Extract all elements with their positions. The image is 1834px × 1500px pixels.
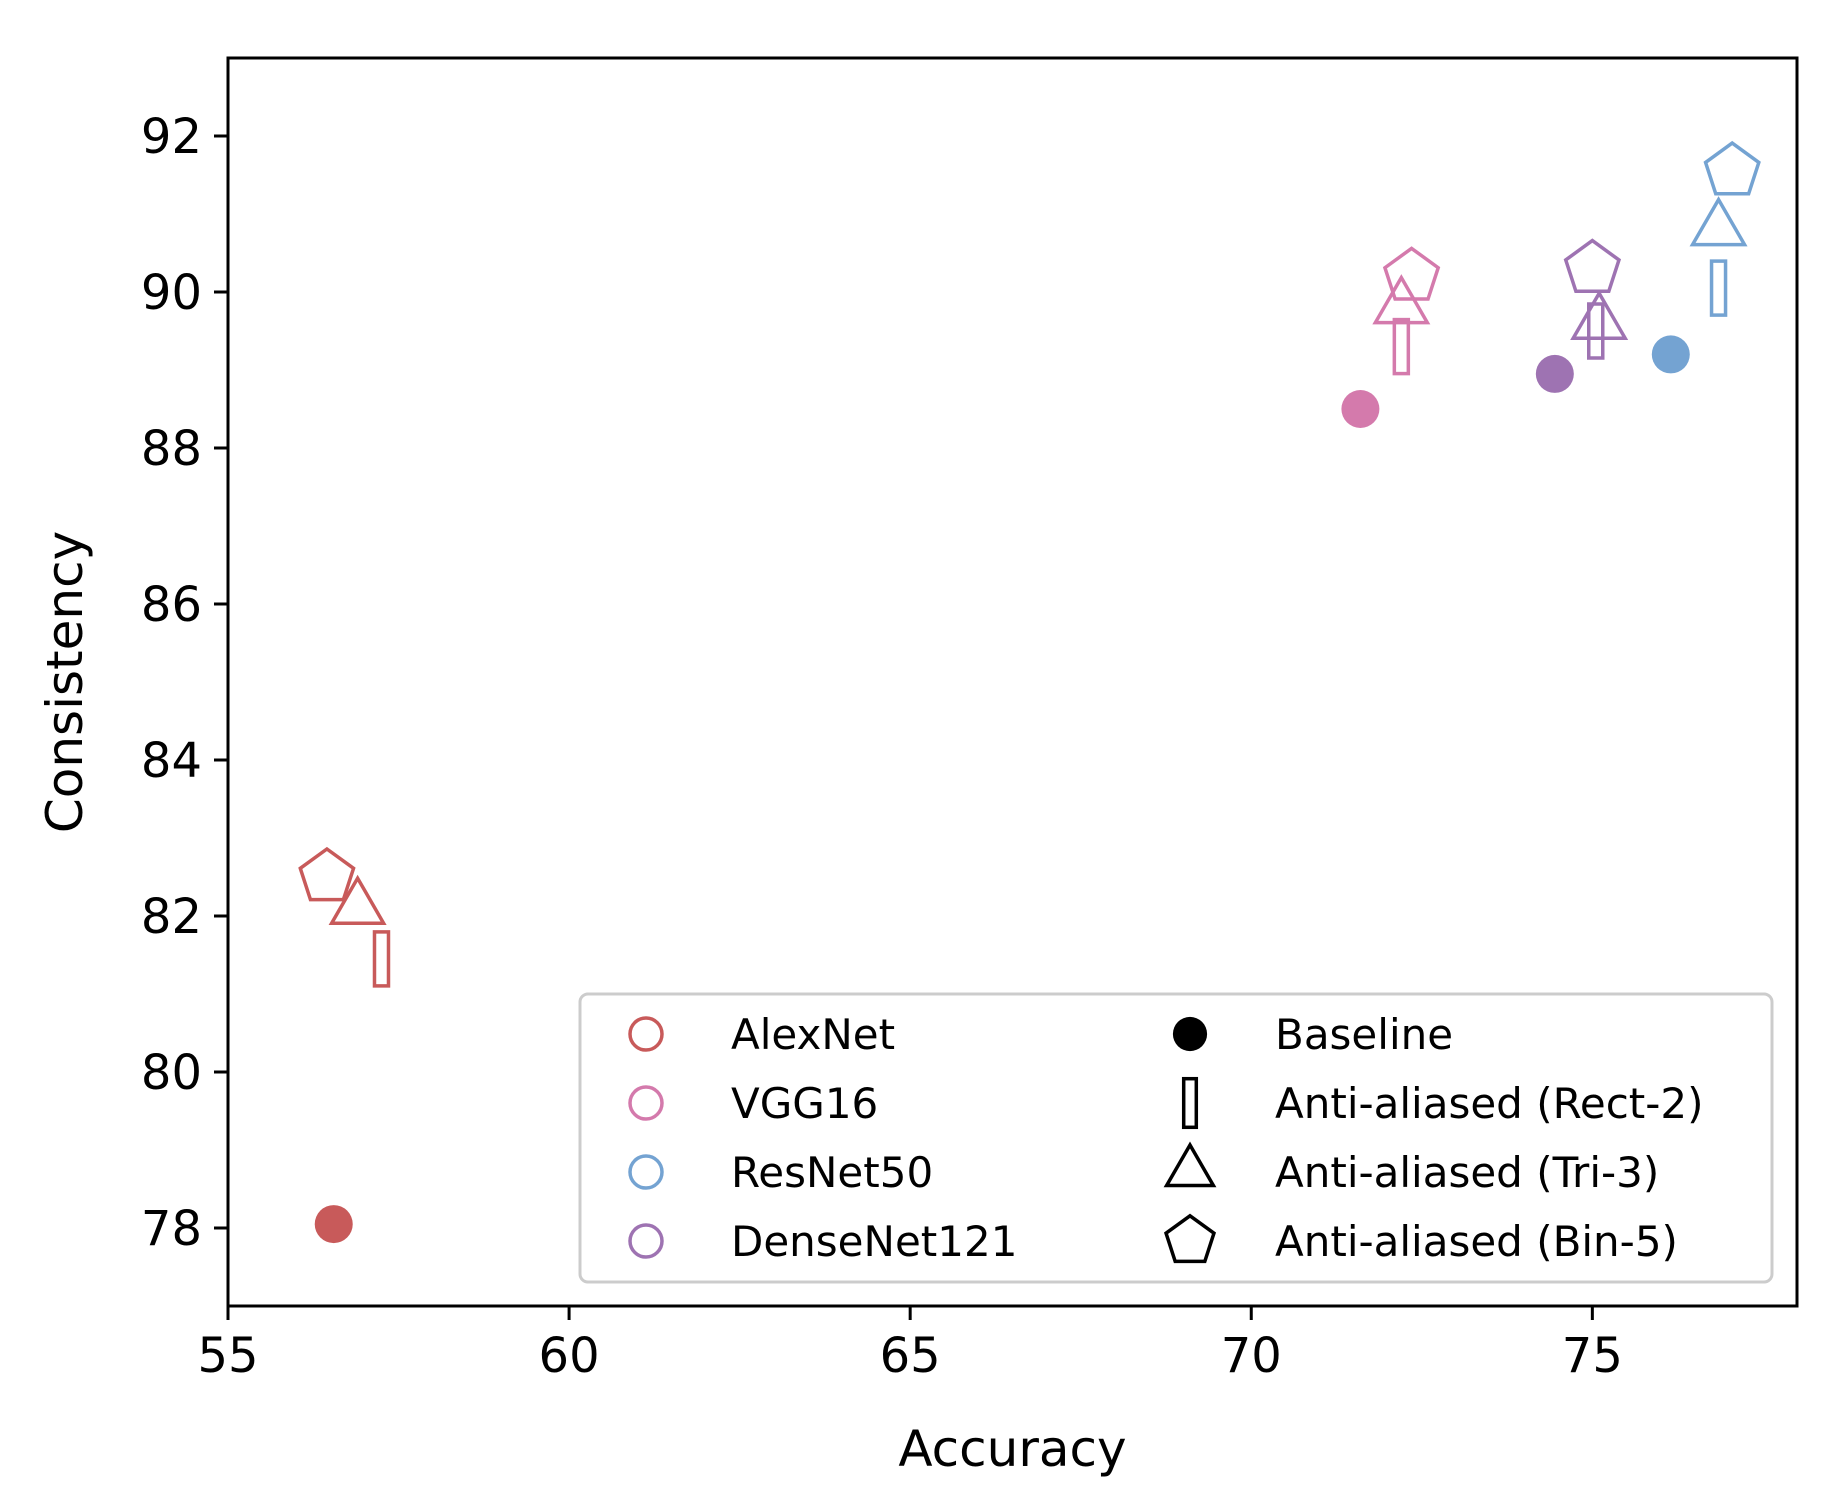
x-tick-label: 55 [197, 1328, 258, 1384]
point-densenet121-anti-aliased-tri-3 [1570, 289, 1629, 340]
y-tick-label: 80 [141, 1045, 202, 1101]
y-tick-label: 78 [141, 1201, 202, 1257]
legend-label-densenet121: DenseNet121 [731, 1217, 1017, 1266]
legend-marker-anti-aliased-rect-2 [1181, 1076, 1199, 1130]
data-marks [298, 140, 1761, 1244]
legend-marker-alexnet [628, 1016, 664, 1052]
x-axis-label: Accuracy [898, 1420, 1126, 1478]
legend-marker-anti-aliased-bin-5 [1163, 1213, 1217, 1264]
legend-marker-vgg16 [628, 1085, 664, 1121]
y-axis: 78 80 82 84 86 88 90 92 [141, 109, 228, 1257]
y-axis-label: Consistency [36, 531, 94, 833]
y-tick-label: 82 [141, 889, 202, 945]
point-vgg16-baseline [1341, 390, 1380, 428]
point-resnet50-anti-aliased-bin-5 [1703, 140, 1761, 196]
point-densenet121-baseline [1535, 354, 1574, 393]
point-resnet50-anti-aliased-tri-3 [1689, 196, 1748, 247]
y-tick-label: 90 [141, 265, 202, 321]
point-resnet50-anti-aliased-rect-2 [1709, 259, 1728, 317]
legend-label-anti-aliased-tri-3: Anti-aliased (Tri-3) [1275, 1148, 1659, 1197]
point-alexnet-anti-aliased-bin-5 [298, 846, 356, 902]
point-vgg16-anti-aliased-rect-2 [1392, 317, 1411, 376]
legend-box [578, 992, 1774, 1284]
point-alexnet-anti-aliased-rect-2 [372, 930, 391, 988]
plot-frame [226, 56, 1799, 1308]
point-resnet50-baseline [1651, 335, 1690, 374]
y-tick-label: 88 [141, 421, 202, 477]
legend: AlexNet VGG16 ResNet50 DenseNet121 Baseline A… [578, 992, 1774, 1284]
point-alexnet-baseline [314, 1205, 353, 1244]
legend-label-anti-aliased-rect-2: Anti-aliased (Rect-2) [1275, 1079, 1704, 1128]
legend-label-resnet50: ResNet50 [731, 1148, 933, 1197]
x-tick-label: 60 [539, 1328, 600, 1384]
legend-label-anti-aliased-bin-5: Anti-aliased (Bin-5) [1275, 1217, 1678, 1266]
x-axis: 55 60 65 70 75 [197, 1306, 1623, 1384]
legend-marker-baseline [1172, 1016, 1208, 1052]
x-tick-label: 70 [1221, 1328, 1282, 1384]
x-tick-label: 65 [880, 1328, 941, 1384]
y-tick-label: 84 [141, 733, 202, 789]
legend-label-baseline: Baseline [1275, 1010, 1453, 1059]
legend-marker-densenet121 [628, 1223, 664, 1259]
point-densenet121-anti-aliased-bin-5 [1563, 238, 1622, 294]
legend-marker-anti-aliased-tri-3 [1163, 1141, 1217, 1188]
x-tick-label: 75 [1562, 1328, 1623, 1384]
legend-label-alexnet: AlexNet [731, 1010, 895, 1059]
point-vgg16-anti-aliased-bin-5 [1382, 246, 1441, 301]
legend-marker-resnet50 [628, 1154, 664, 1190]
point-densenet121-anti-aliased-rect-2 [1587, 302, 1605, 360]
y-tick-label: 86 [141, 577, 202, 633]
y-tick-label: 92 [141, 109, 202, 165]
legend-label-vgg16: VGG16 [731, 1079, 878, 1128]
